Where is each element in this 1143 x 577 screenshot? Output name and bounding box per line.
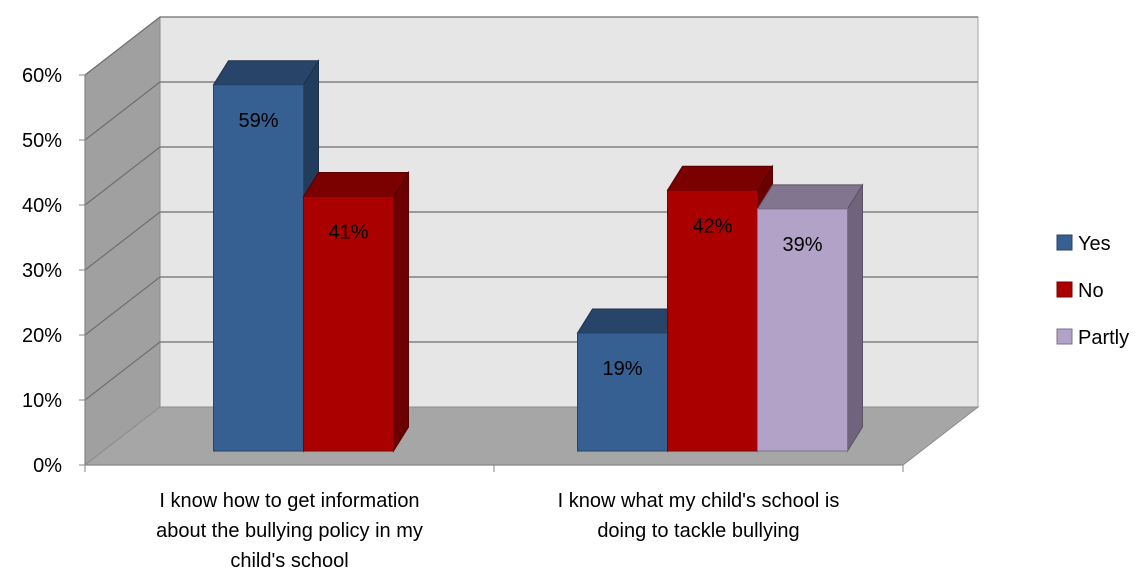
legend-swatch-partly: [1056, 328, 1073, 345]
legend-label-no: No: [1078, 280, 1104, 302]
data-label: 42%: [692, 215, 732, 237]
data-label: 41%: [328, 221, 368, 243]
gridline: [84, 81, 978, 141]
y-tick-label: 40%: [22, 195, 62, 217]
bars: [212, 59, 864, 453]
bar-side-face: [393, 170, 409, 453]
legend-swatch-yes: [1056, 234, 1073, 251]
y-tick-label: 30%: [22, 260, 62, 282]
bar-front-face: [303, 195, 394, 452]
y-tick-label: 10%: [22, 390, 62, 412]
data-label: 59%: [238, 110, 278, 132]
data-label: 19%: [602, 358, 642, 380]
bar-front-face: [757, 208, 848, 452]
bar-no-1: [302, 170, 410, 453]
axes: [79, 74, 904, 472]
bar-partly-2: [756, 183, 864, 453]
bar-top-face: [576, 308, 684, 334]
legend-label-yes: Yes: [1078, 233, 1111, 255]
gridline: [84, 146, 978, 206]
legend: Yes No Partly: [1056, 233, 1129, 349]
category-label-line: I know how to get information: [159, 490, 419, 512]
category-label-line: about the bullying policy in my: [156, 520, 423, 542]
legend-label-partly: Partly: [1078, 327, 1129, 349]
y-tick-label: 50%: [22, 130, 62, 152]
bar-top-face: [302, 171, 410, 197]
y-tick-label: 20%: [22, 325, 62, 347]
category-label-line: I know what my child's school is: [558, 490, 840, 512]
y-tick-label: 0%: [33, 455, 62, 477]
bar-front-face: [577, 332, 668, 452]
category-label: I know what my child's school is doing to…: [558, 490, 840, 542]
category-label: I know how to get information about the b…: [156, 490, 423, 572]
bar-top-face: [666, 165, 774, 191]
category-label-line: doing to tackle bullying: [597, 520, 799, 542]
category-label-line: child's school: [230, 550, 348, 572]
x-axis-category-labels: I know how to get information about the b…: [156, 490, 839, 572]
legend-swatch-no: [1056, 281, 1073, 298]
y-tick-label: 60%: [22, 65, 62, 87]
bar-front-face: [213, 84, 304, 452]
bar-no-2: [666, 164, 774, 453]
bar-front-face: [667, 189, 758, 452]
y-axis-tick-labels: 0% 10% 20% 30% 40% 50% 60%: [22, 65, 62, 477]
data-label: 39%: [782, 234, 822, 256]
data-labels: 59% 41% 19% 42% 39%: [238, 110, 822, 380]
bar-side-face: [847, 183, 863, 453]
bar-top-face: [212, 60, 320, 86]
bar-top-face: [756, 184, 864, 210]
gridline: [84, 16, 978, 76]
